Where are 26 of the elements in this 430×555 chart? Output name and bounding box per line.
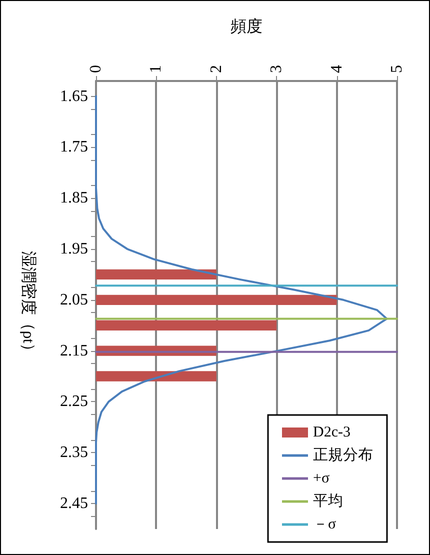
y-tick-label: 1.65	[60, 88, 88, 105]
y-tick-label: 2.15	[60, 342, 88, 360]
legend-label: 正規分布	[313, 446, 373, 464]
y-tick-label: 2.35	[60, 444, 88, 462]
legend-label: D2c-3	[313, 424, 350, 440]
y-tick-label: 1.95	[60, 240, 88, 258]
y-tick-label: 1.85	[60, 190, 88, 207]
legend-label: +σ	[313, 470, 330, 486]
x-tick-label: 0	[88, 65, 104, 73]
x-tick-label: 2	[208, 65, 225, 73]
x-axis-title: 頻度	[230, 18, 262, 36]
x-tick-label: 5	[388, 65, 406, 73]
y-axis-title: 湿潤密度（ρt）	[20, 250, 38, 360]
x-tick-label: 4	[328, 65, 346, 73]
y-tick-label: 2.45	[60, 495, 88, 512]
y-tick-label: 2.05	[60, 291, 88, 308]
x-tick-label: 3	[268, 65, 286, 73]
y-tick-label: 2.25	[60, 393, 88, 410]
bar	[96, 371, 216, 382]
bar	[96, 320, 277, 330]
legend-label: 平均	[313, 492, 343, 510]
bar	[96, 294, 337, 305]
y-tick-label: 1.75	[60, 138, 88, 156]
bar	[96, 269, 216, 280]
x-tick-label: 1	[148, 65, 165, 73]
legend-label: －σ	[313, 516, 336, 532]
